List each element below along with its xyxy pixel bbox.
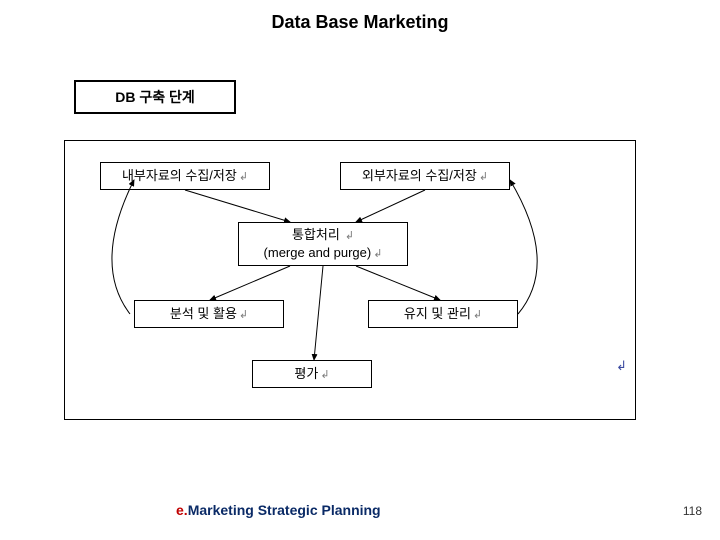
node-analyze: 분석 및 활용↲ bbox=[134, 300, 284, 328]
return-mark-icon: ↲ bbox=[342, 230, 354, 242]
footer-brand: e.Marketing Strategic Planning bbox=[176, 502, 381, 518]
footer-e: e. bbox=[176, 502, 188, 518]
node-merge-line2: (merge and purge) bbox=[264, 245, 372, 260]
stage-label: DB 구축 단계 bbox=[115, 87, 195, 107]
return-mark-icon: ↲ bbox=[473, 309, 482, 321]
node-internal-label: 내부자료의 수집/저장 bbox=[122, 168, 237, 183]
node-maintain-label: 유지 및 관리 bbox=[404, 306, 471, 321]
return-mark-icon: ↲ bbox=[320, 369, 329, 381]
node-evaluate-label: 평가 bbox=[294, 366, 318, 381]
return-mark-icon: ↲ bbox=[373, 248, 382, 260]
node-maintain: 유지 및 관리↲ bbox=[368, 300, 518, 328]
return-mark-icon: ↲ bbox=[479, 171, 488, 183]
node-external-label: 외부자료의 수집/저장 bbox=[362, 168, 477, 183]
stage-box: DB 구축 단계 bbox=[74, 80, 236, 114]
footer-rest: Marketing Strategic Planning bbox=[188, 502, 381, 518]
page-number: 118 bbox=[683, 504, 702, 518]
stray-return-icon: ↲ bbox=[616, 358, 627, 374]
node-analyze-label: 분석 및 활용 bbox=[170, 306, 237, 321]
node-merge: 통합처리 ↲ (merge and purge)↲ bbox=[238, 222, 408, 266]
return-mark-icon: ↲ bbox=[239, 309, 248, 321]
node-internal-data: 내부자료의 수집/저장↲ bbox=[100, 162, 270, 190]
node-external-data: 외부자료의 수집/저장↲ bbox=[340, 162, 510, 190]
return-mark-icon: ↲ bbox=[239, 171, 248, 183]
page-title: Data Base Marketing bbox=[0, 12, 720, 33]
node-evaluate: 평가↲ bbox=[252, 360, 372, 388]
node-merge-line1: 통합처리 bbox=[292, 227, 340, 242]
